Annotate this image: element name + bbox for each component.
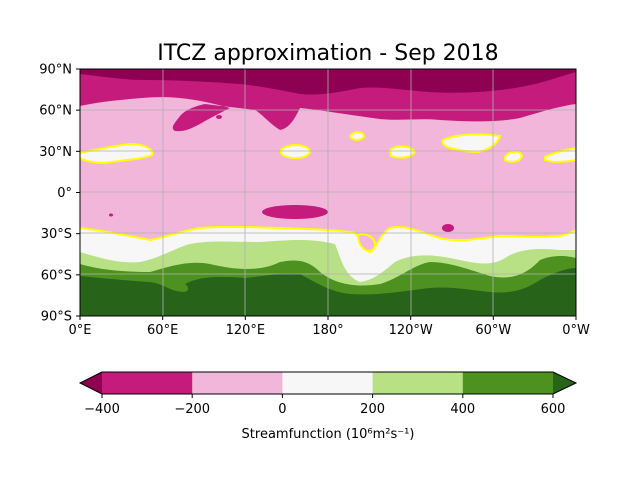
colorbar-bin xyxy=(462,372,554,394)
zero-contour-north-loop xyxy=(504,150,524,164)
y-tick-label: 30°N xyxy=(39,145,72,160)
y-tick-label: 30°S xyxy=(41,227,72,242)
x-tick-label: 180° xyxy=(312,323,343,338)
zero-contour-north-loop xyxy=(388,145,417,159)
colorbar: −400 −200 0 200 400 600 xyxy=(78,371,578,417)
y-tick-label: 90°S xyxy=(41,310,72,325)
gridlines xyxy=(80,69,576,316)
colorbar-extend-high xyxy=(553,372,576,394)
x-tick-label: 120°W xyxy=(389,323,433,338)
x-tick-label: 120°E xyxy=(226,323,266,338)
zero-contour-north-loop xyxy=(80,142,154,165)
colorbar-tick-label: 200 xyxy=(360,402,385,417)
x-axis: 0°E 60°E 120°E 180° 120°W 60°W 0°W xyxy=(69,316,590,338)
x-tick-label: 0°W xyxy=(562,323,590,338)
colorbar-bin xyxy=(282,372,374,394)
colorbar-tick-label: 0 xyxy=(278,402,286,417)
y-tick-label: 90°N xyxy=(39,63,72,78)
colorbar-bin xyxy=(372,372,464,394)
zero-contours xyxy=(80,131,576,254)
colorbar-bin xyxy=(192,372,283,394)
colorbar-tick-label: 600 xyxy=(541,402,566,417)
zero-contour-north-loop xyxy=(348,131,366,141)
map-plot-area xyxy=(79,68,577,317)
y-tick-label: 60°N xyxy=(39,104,72,119)
colorbar-label: Streamfunction (10⁶m²s⁻¹) xyxy=(242,427,415,442)
zero-contour-north-loop xyxy=(279,144,312,160)
colorbar-bin xyxy=(102,372,193,394)
magenta-blob xyxy=(442,224,454,232)
zero-contour-north-loop xyxy=(544,146,576,163)
zero-contour-north-loop xyxy=(441,133,502,154)
magenta-blob xyxy=(109,213,113,217)
x-tick-label: 60°W xyxy=(475,323,511,338)
colorbar-tick-label: 400 xyxy=(450,402,475,417)
y-tick-label: 0° xyxy=(57,186,72,201)
zero-contour-south-lobe xyxy=(356,233,377,252)
colorbar-extend-low xyxy=(80,372,102,394)
magenta-blob xyxy=(262,205,328,219)
x-tick-label: 0°E xyxy=(69,323,92,338)
y-axis: 90°N 60°N 30°N 0° 30°S 60°S 90°S xyxy=(39,63,80,325)
magenta-blob xyxy=(216,115,222,119)
y-tick-label: 60°S xyxy=(41,268,72,283)
colorbar-tick-label: −200 xyxy=(174,402,210,417)
magenta-blob xyxy=(529,98,547,104)
x-tick-label: 60°E xyxy=(147,323,178,338)
chart-title: ITCZ approximation - Sep 2018 xyxy=(157,41,498,66)
colorbar-tick-label: −400 xyxy=(84,402,120,417)
